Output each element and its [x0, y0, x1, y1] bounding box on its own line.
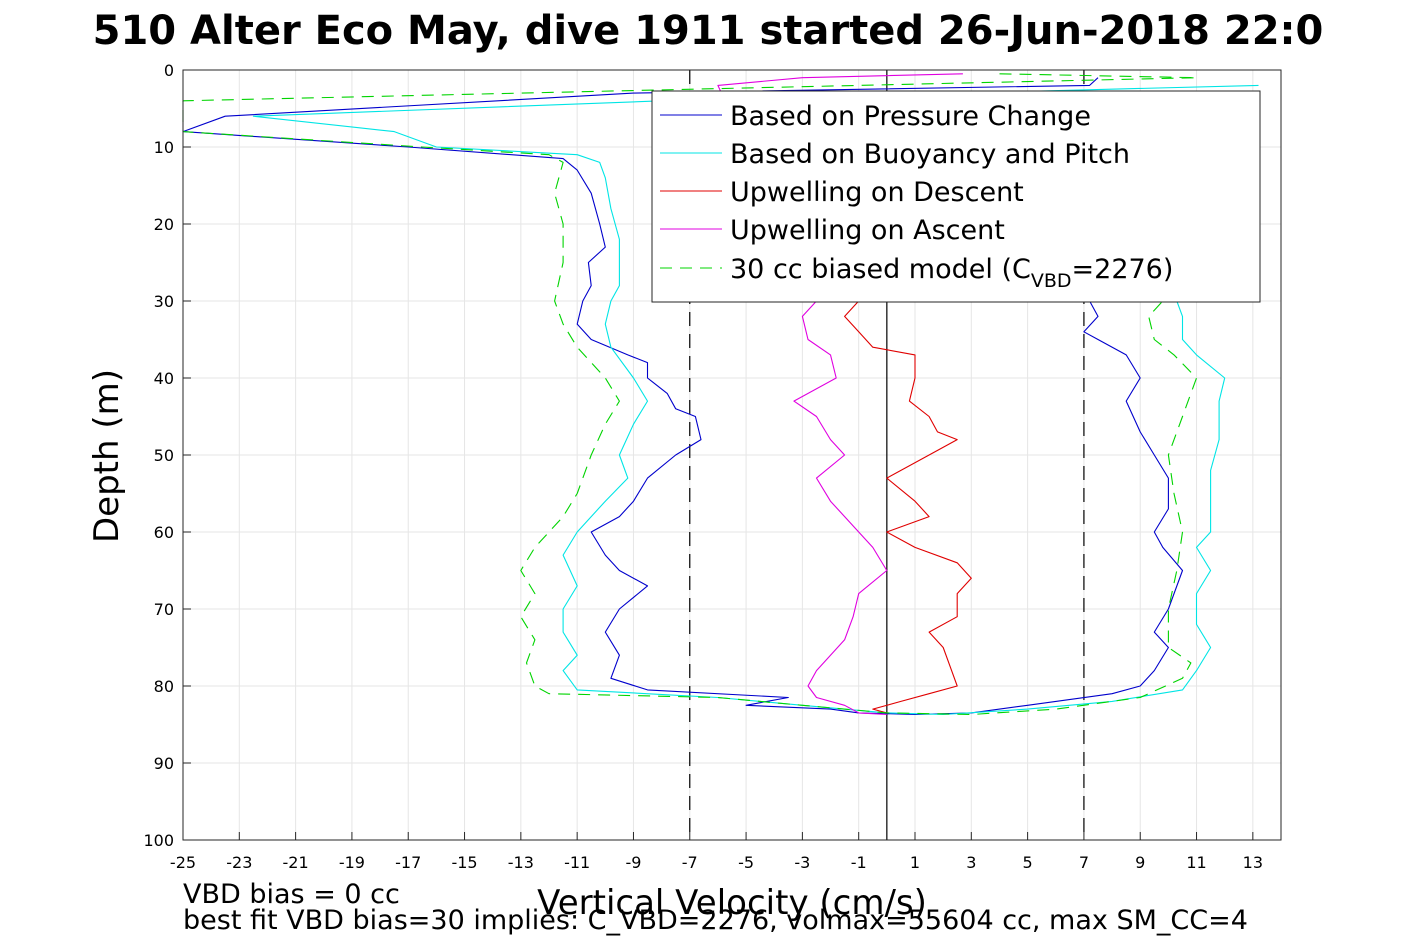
- legend-model-suffix: =2276): [1072, 254, 1174, 285]
- x-tick-label: -13: [508, 853, 534, 872]
- chart-title: 510 Alter Eco May, dive 1911 started 26-…: [93, 8, 1324, 54]
- series-upwelling-descent: [844, 300, 972, 714]
- y-tick-label: 40: [154, 369, 174, 388]
- series-upwelling-ascent: [717, 73, 963, 716]
- y-tick-label: 50: [154, 446, 174, 465]
- series-buoyancy-pitch: [252, 84, 1259, 716]
- y-tick-label: 30: [154, 292, 174, 311]
- legend-box: [651, 90, 1261, 303]
- x-tick-label: -9: [625, 853, 641, 872]
- series-biased-model: [182, 73, 1198, 716]
- x-tick-label: 9: [1135, 853, 1145, 872]
- x-tick-label: 7: [1079, 853, 1089, 872]
- legend-label-biased-model: 30 cc biased model (CVBD=2276): [730, 254, 1173, 292]
- x-tick-label: -1: [851, 853, 867, 872]
- bias-note: VBD bias = 0 cc: [183, 879, 400, 910]
- x-axis-label: Vertical Velocity (cm/s): [537, 883, 927, 923]
- x-tick-label: -25: [170, 853, 196, 872]
- x-tick-label: -5: [738, 853, 754, 872]
- x-tick-label: 13: [1243, 853, 1263, 872]
- x-tick-label: -7: [682, 853, 698, 872]
- x-tick-label: -21: [283, 853, 309, 872]
- legend-label-pressure: Based on Pressure Change: [730, 101, 1091, 132]
- x-tick-label: 5: [1023, 853, 1033, 872]
- y-tick-label: 70: [154, 600, 174, 619]
- fit-note: best fit VBD bias=30 implies: C_VBD=2276…: [183, 905, 1248, 936]
- legend-label-upwelling-ascent: Upwelling on Ascent: [730, 215, 1005, 246]
- x-tick-label: -19: [339, 853, 365, 872]
- legend-label-upwelling-descent: Upwelling on Descent: [730, 177, 1024, 208]
- x-tick-label: 1: [910, 853, 920, 872]
- y-tick-label: 20: [154, 215, 174, 234]
- y-tick-label: 60: [154, 523, 174, 542]
- series-group: [182, 73, 1259, 716]
- x-tick-label: -15: [451, 853, 477, 872]
- x-ticks: -25 -23 -21 -19 -17 -15 -13 -11 -9 -7 -5 -3 -1 1 3 5 7 9 1…: [170, 832, 1263, 872]
- legend-model-prefix: 30 cc biased model (C: [730, 254, 1031, 285]
- y-axis-label: Depth (m): [87, 369, 127, 543]
- y-tick-label: 100: [143, 831, 174, 850]
- y-tick-label: 90: [154, 754, 174, 773]
- legend-label-buoyancy: Based on Buoyancy and Pitch: [730, 139, 1130, 170]
- x-tick-label: -17: [395, 853, 421, 872]
- x-tick-label: 11: [1186, 853, 1206, 872]
- x-tick-label: -23: [226, 853, 252, 872]
- y-tick-label: 0: [164, 61, 174, 80]
- y-tick-label: 10: [154, 138, 174, 157]
- y-ticks: 0 10 20 30 40 50 60 70 80 90 100: [143, 61, 191, 850]
- y-tick-label: 80: [154, 677, 174, 696]
- legend-model-subscript: VBD: [1031, 270, 1072, 292]
- series-pressure-change: [182, 77, 1184, 716]
- legend: Based on Pressure Change Based on Buoyan…: [651, 90, 1261, 303]
- x-tick-label: -3: [794, 853, 810, 872]
- x-tick-label: 3: [966, 853, 976, 872]
- x-tick-label: -11: [564, 853, 590, 872]
